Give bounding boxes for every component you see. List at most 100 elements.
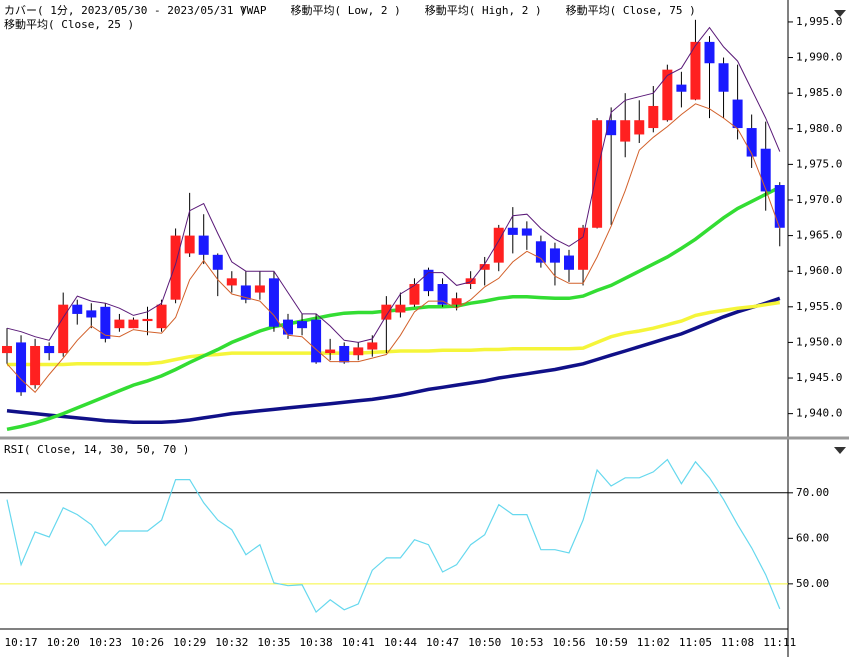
candle-body [30, 345, 41, 386]
candle-body [283, 319, 293, 335]
x-tick-label: 10:50 [468, 636, 501, 649]
y-tick-label: 1,995.0 [796, 15, 842, 28]
candle-body [564, 255, 574, 270]
candle-body [592, 120, 603, 228]
candle-body [16, 342, 27, 393]
candle-body [521, 228, 532, 236]
candle-body [198, 235, 209, 255]
y-tick-label: 1,975.0 [796, 157, 842, 170]
x-tick-label: 10:41 [342, 636, 375, 649]
y-tick-label: 1,985.0 [796, 86, 842, 99]
candle-body [535, 241, 546, 263]
indicator-line [6, 296, 781, 424]
candle-body [381, 304, 392, 320]
x-tick-label: 11:02 [637, 636, 670, 649]
candle-body [2, 345, 12, 354]
indicator-line [6, 103, 781, 394]
panel-menu[interactable] [834, 447, 846, 454]
candle-body [240, 285, 251, 300]
candle-body [325, 349, 336, 354]
candle-body [254, 285, 265, 293]
x-tick-label: 11:05 [679, 636, 712, 649]
y-tick-label: 1,980.0 [796, 122, 842, 135]
candle-body [142, 318, 153, 322]
candle-body [100, 306, 111, 339]
candle-body [114, 319, 125, 329]
y-tick-label: 70.00 [796, 486, 829, 499]
candle-body [676, 84, 687, 92]
candle-body [395, 304, 406, 313]
x-tick-label: 10:26 [131, 636, 164, 649]
rsi-line [6, 458, 781, 614]
candle-body [606, 120, 617, 136]
x-tick-label: 10:32 [215, 636, 248, 649]
candle-body [634, 120, 645, 135]
indicator-line [6, 185, 781, 432]
candle-body [339, 345, 350, 363]
candle-body [423, 269, 434, 292]
candle-body [493, 227, 504, 263]
candle-body [437, 284, 448, 305]
candle-body [451, 298, 462, 305]
x-tick-label: 10:38 [300, 636, 333, 649]
candle-body [704, 41, 715, 64]
candle-body [86, 310, 97, 318]
x-tick-label: 10:20 [47, 636, 80, 649]
panel-menu[interactable] [834, 10, 846, 17]
legend-entry: 移動平均( High, 2 ) [425, 3, 542, 17]
y-tick-label: 1,970.0 [796, 193, 842, 206]
candle-body [367, 342, 378, 350]
indicator-line [6, 26, 781, 343]
x-tick-label: 10:23 [89, 636, 122, 649]
y-tick-label: 1,960.0 [796, 264, 842, 277]
candle-body [409, 284, 420, 305]
candle-body [297, 321, 308, 329]
rsi-title: RSI( Close, 14, 30, 50, 70 ) [4, 443, 189, 456]
y-tick-label: 1,965.0 [796, 229, 842, 242]
candle-body [648, 105, 659, 129]
indicator-line [7, 300, 781, 367]
candle-body [774, 185, 785, 228]
x-tick-label: 10:59 [595, 636, 628, 649]
y-tick-label: 50.00 [796, 577, 829, 590]
y-tick-label: 1,940.0 [796, 407, 842, 420]
legend-entry: VWAP [240, 4, 267, 17]
candle-body [212, 254, 223, 270]
y-tick-label: 1,950.0 [796, 335, 842, 348]
x-tick-label: 11:08 [721, 636, 754, 649]
candle-body [690, 41, 701, 100]
legend-entry: 移動平均( Low, 2 ) [291, 3, 401, 17]
candle-body [58, 304, 69, 354]
candle-body [732, 99, 743, 129]
candle-body [226, 278, 237, 286]
y-tick-label: 1,945.0 [796, 371, 842, 384]
x-tick-label: 10:35 [257, 636, 290, 649]
candle-body [718, 63, 729, 92]
x-tick-label: 11:11 [763, 636, 796, 649]
legend-entry: 移動平均( Close, 75 ) [566, 3, 696, 17]
x-tick-label: 10:44 [384, 636, 417, 649]
candle-body [72, 304, 83, 314]
x-tick-label: 10:47 [426, 636, 459, 649]
legend-entry: 移動平均( Close, 25 ) [4, 17, 134, 31]
candle-body [578, 227, 589, 270]
chart-title: カバー( 1分, 2023/05/30 - 2023/05/31 ) [4, 4, 247, 17]
x-tick-label: 10:17 [4, 636, 37, 649]
candle-body [268, 278, 279, 327]
candle-body [156, 304, 167, 329]
x-tick-label: 10:56 [552, 636, 585, 649]
y-tick-label: 1,955.0 [796, 300, 842, 313]
candle-body [760, 148, 771, 192]
candle-body [549, 248, 560, 263]
candle-body [44, 345, 55, 354]
candle-body [507, 227, 518, 235]
y-tick-label: 60.00 [796, 531, 829, 544]
candle-body [170, 235, 181, 300]
candle-body [353, 347, 364, 356]
candle-body [620, 120, 631, 142]
x-tick-label: 10:53 [510, 636, 543, 649]
candle-body [128, 319, 139, 329]
candle-body [311, 319, 322, 363]
